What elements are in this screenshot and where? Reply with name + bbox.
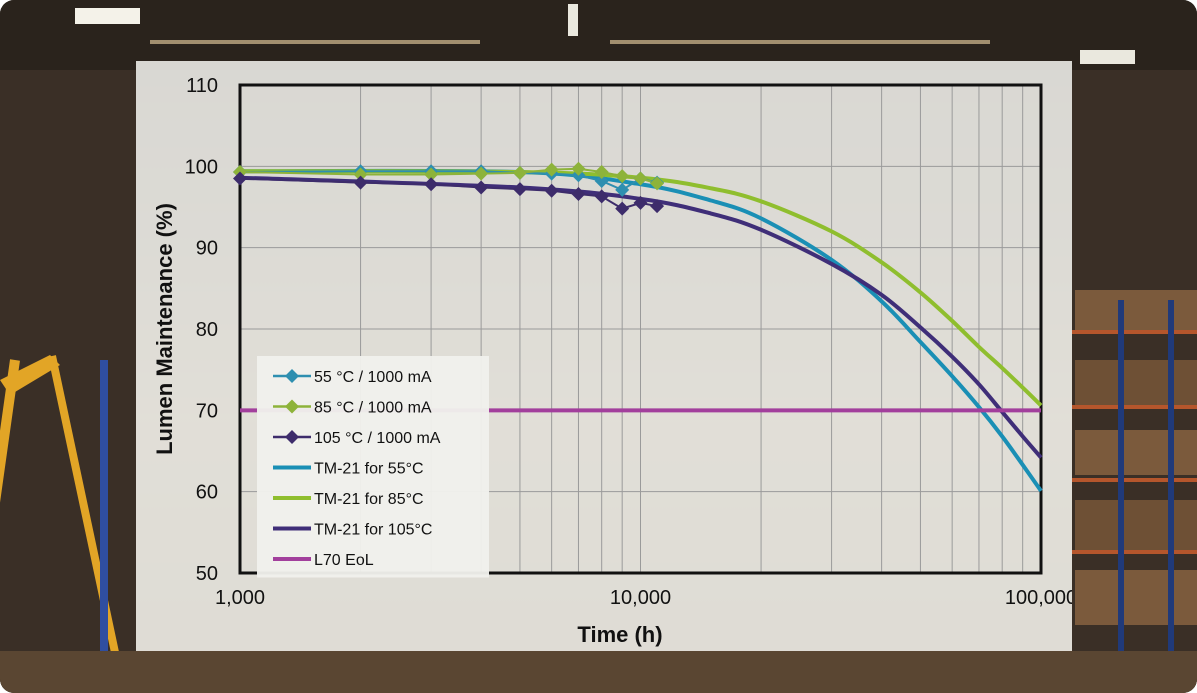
y-tick-label: 60	[196, 482, 218, 504]
ceiling-beam	[150, 40, 480, 44]
shelf-beam	[1072, 405, 1197, 409]
shelf-boxes	[1075, 360, 1197, 405]
shelf-boxes	[1075, 570, 1197, 625]
lumen-maintenance-chart: 50 60 70 80 90 100 110 1,000 10,000 100,000 55 °…	[152, 75, 1072, 647]
x-tick-label: 100,000	[1005, 587, 1072, 609]
legend-label: 55 °C / 1000 mA	[314, 369, 432, 386]
legend-label: L70 EoL	[314, 552, 374, 569]
shelf-upright	[1118, 300, 1124, 693]
ladder-rail	[0, 359, 20, 688]
y-tick-label: 70	[196, 400, 218, 422]
legend-label: 85 °C / 1000 mA	[314, 400, 432, 417]
data-point	[594, 173, 609, 188]
data-point	[633, 171, 648, 186]
legend-label: 105 °C / 1000 mA	[314, 430, 441, 447]
data-point	[512, 165, 527, 180]
shelf-beam	[1072, 550, 1197, 554]
data-point	[650, 199, 665, 214]
data-point	[571, 161, 586, 176]
ceiling-beam	[610, 40, 990, 44]
legend-label: TM-21 for 85°C	[314, 491, 424, 508]
data-point	[615, 169, 630, 184]
plot-frame	[238, 83, 1043, 575]
legend: 55 °C / 1000 mA 85 °C / 1000 mA 105 °C / 1…	[257, 356, 489, 578]
data-point	[424, 167, 439, 182]
data-point	[544, 162, 559, 177]
x-tick-label: 10,000	[610, 587, 671, 609]
data-point	[353, 167, 368, 182]
data-point	[474, 180, 489, 195]
shelf-boxes	[1075, 430, 1197, 475]
shelf-beam	[1072, 330, 1197, 334]
x-axis-title: Time (h)	[577, 622, 662, 647]
y-tick-label: 110	[186, 75, 218, 97]
shelf-upright	[1168, 300, 1174, 693]
legend-swatch-marker	[285, 399, 299, 414]
y-tick-labels: 50 60 70 80 90 100 110	[185, 75, 218, 585]
data-point	[594, 189, 609, 204]
data-point	[571, 186, 586, 201]
data-point	[353, 175, 368, 190]
series-markers	[233, 161, 665, 216]
data-point	[594, 165, 609, 180]
floor	[0, 651, 1197, 693]
ceiling-light	[1080, 50, 1135, 64]
shelf-beam	[1072, 478, 1197, 482]
rack-upright	[100, 360, 108, 690]
data-point	[544, 183, 559, 198]
data-point	[512, 182, 527, 197]
legend-label: TM-21 for 105°C	[314, 522, 432, 539]
ceiling	[0, 0, 1197, 70]
legend-label: TM-21 for 55°C	[314, 461, 424, 478]
shelf-boxes	[1075, 500, 1197, 550]
data-point	[633, 195, 648, 210]
shelf-boxes	[1075, 290, 1197, 330]
y-axis-title: Lumen Maintenance (%)	[152, 203, 177, 455]
data-point	[615, 182, 630, 197]
y-tick-label: 50	[196, 563, 218, 585]
y-tick-label: 100	[185, 156, 218, 178]
data-point	[615, 201, 630, 216]
data-point	[474, 166, 489, 181]
legend-swatch-marker	[285, 369, 299, 383]
x-tick-label: 1,000	[215, 587, 265, 609]
legend-swatch-marker	[285, 430, 299, 444]
y-tick-label: 90	[196, 238, 218, 260]
y-tick-label: 80	[196, 319, 218, 341]
ceiling-light	[75, 8, 140, 24]
data-point	[650, 176, 665, 191]
x-tick-labels: 1,000 10,000 100,000	[215, 587, 1072, 609]
ceiling-light	[568, 4, 578, 36]
data-point	[424, 177, 439, 192]
data-point	[233, 171, 247, 186]
chart-panel: 50 60 70 80 90 100 110 1,000 10,000 100,000 55 °…	[136, 61, 1072, 651]
